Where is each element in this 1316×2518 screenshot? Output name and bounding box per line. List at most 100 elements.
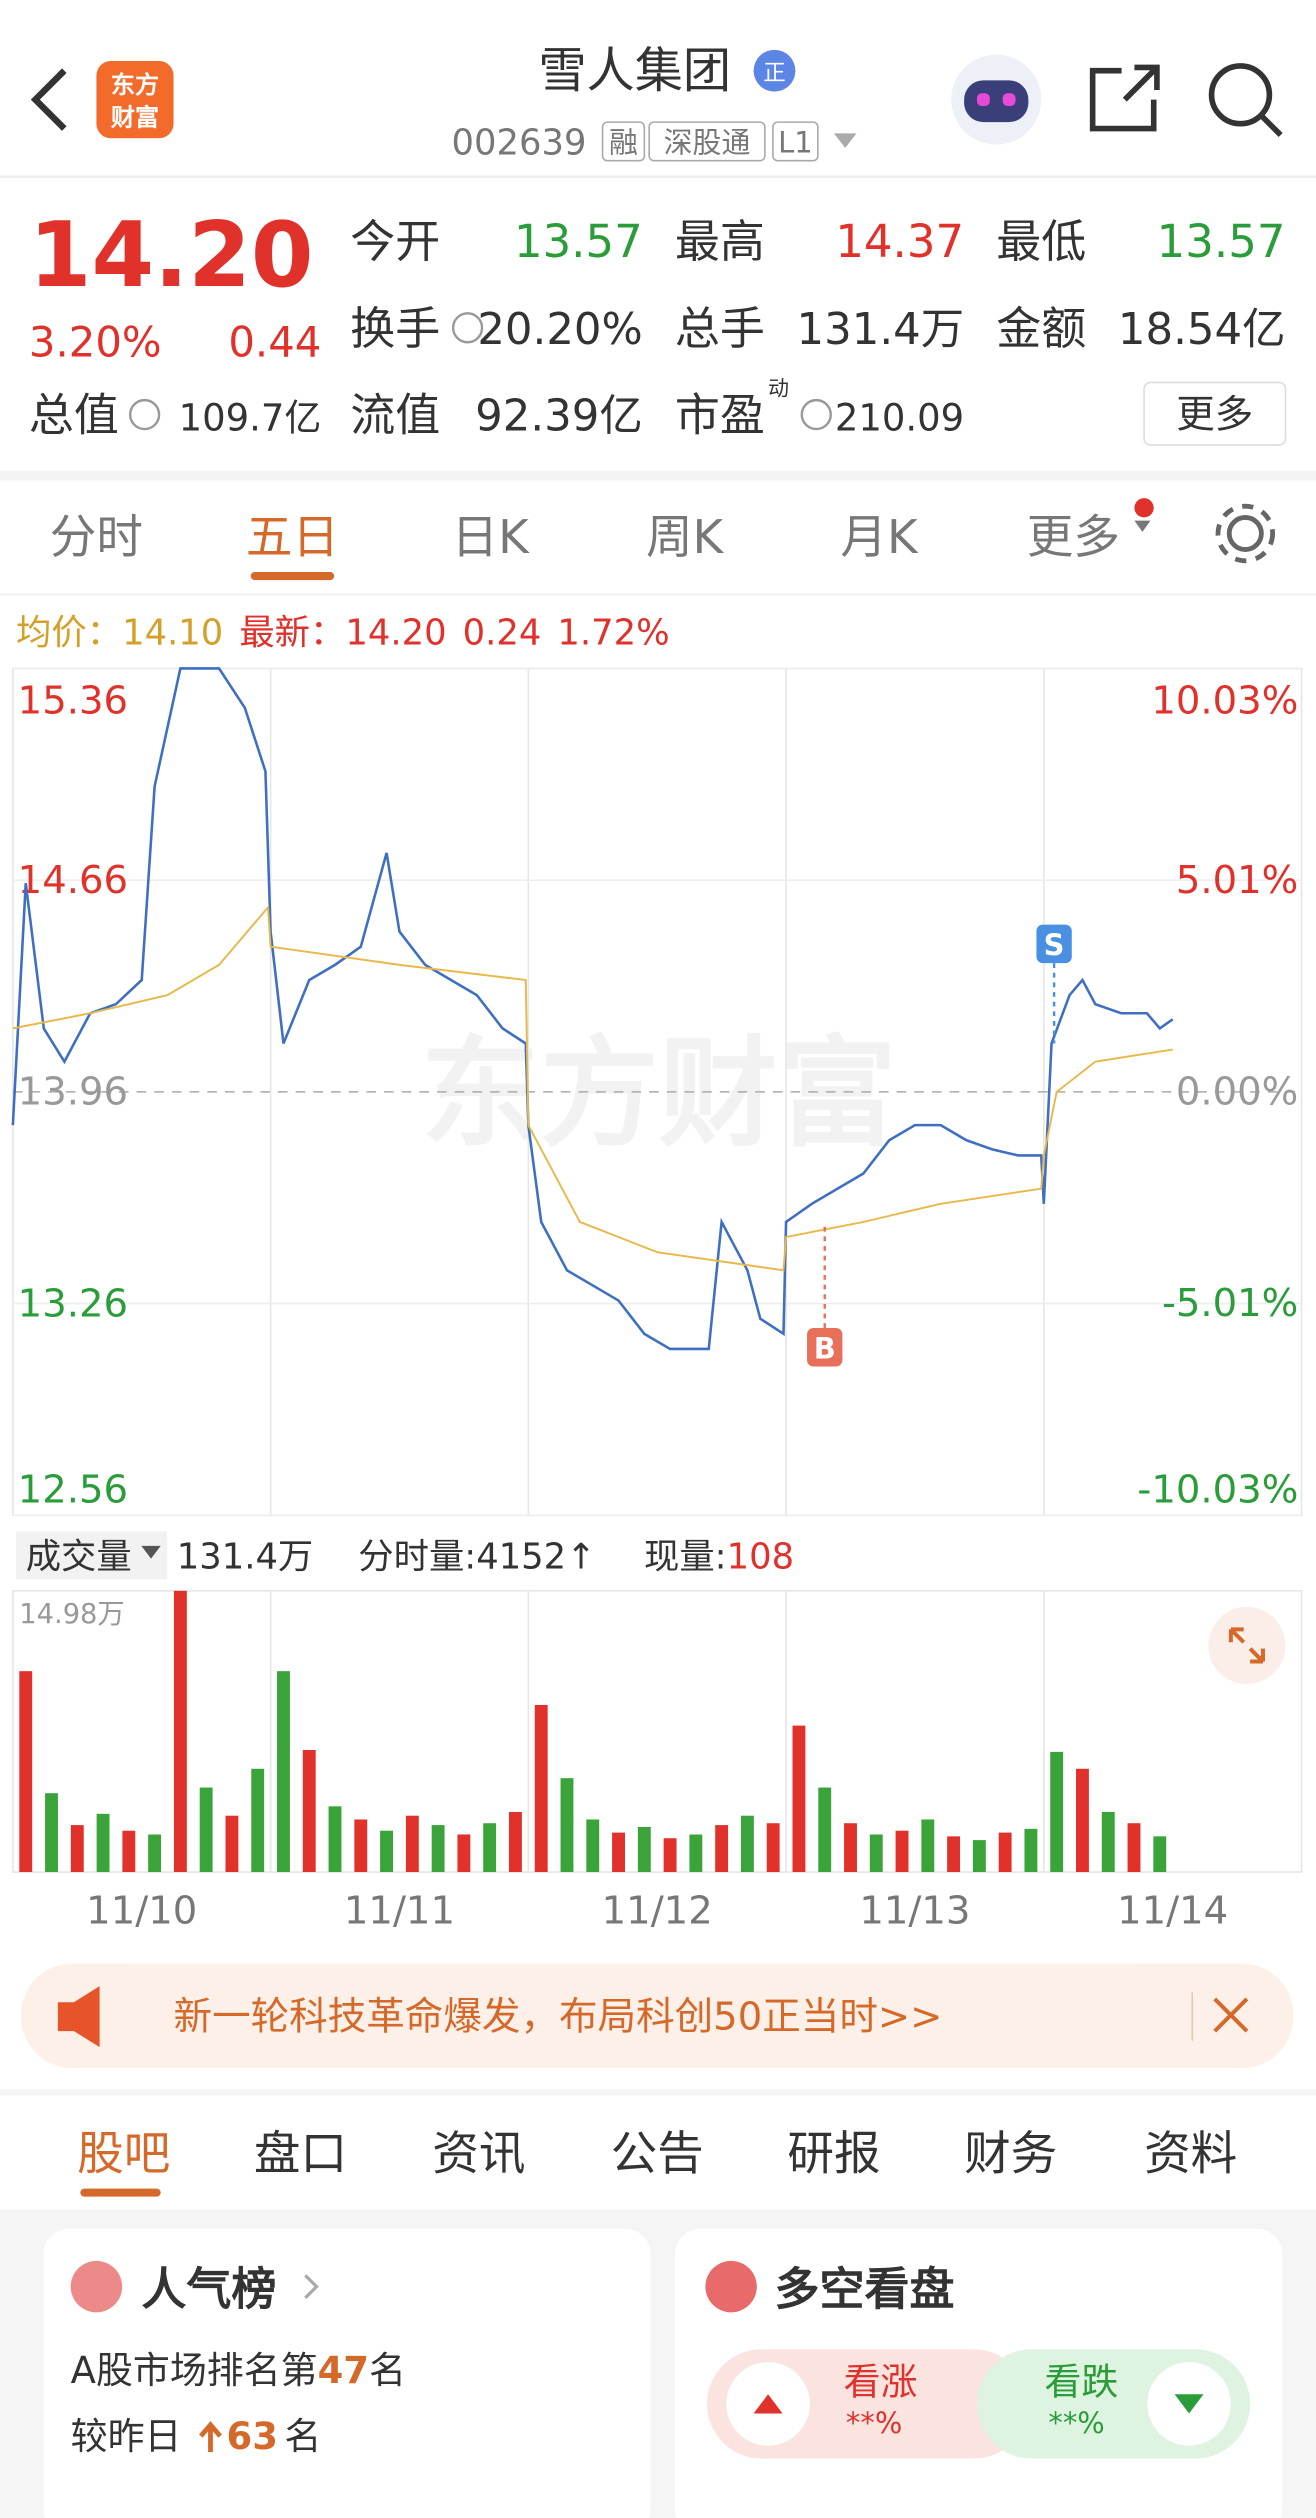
y-tick-label: 13.26 (18, 1281, 128, 1326)
tab-underline (250, 572, 335, 581)
tab[interactable]: 财务 (964, 2126, 1057, 2180)
rank-line: A股市场排名第47名 (71, 2349, 406, 2392)
indicator-name[interactable]: 成交量 (26, 1536, 132, 1577)
dropdown-arrow[interactable] (833, 133, 857, 148)
tab-active[interactable]: 股吧 (77, 2126, 170, 2180)
volume-bar (1024, 1828, 1038, 1873)
trade-marker-label: S (1044, 928, 1065, 962)
tag-text: 融 (609, 126, 638, 160)
volume-bar (740, 1815, 754, 1873)
banner-text[interactable]: 新一轮科技革命爆发，布局科创50正当时>> (174, 1995, 943, 2040)
tab[interactable]: 分时 (50, 510, 143, 564)
volume-bar (1153, 1836, 1167, 1873)
field-label: 最低 (996, 215, 1086, 268)
tab-arrow (1134, 520, 1151, 532)
megaphone-icon (57, 1986, 100, 2048)
rank-change: 63 (227, 2415, 278, 2458)
stock-name: 雪人集团 (538, 43, 731, 99)
volume-chart: 14.98万 11/10 11/11 11/12 11/13 11/14 (19, 1590, 1228, 1933)
volume-bar (199, 1787, 213, 1873)
notice-dot (1134, 498, 1154, 518)
info-icon[interactable] (128, 398, 161, 431)
field-label: 市盈 (675, 389, 765, 442)
x-tick-label: 11/14 (1117, 1888, 1228, 1933)
bear-label[interactable]: 看跌 (1044, 2360, 1118, 2403)
volume-header: 131.4万 分时量:4152↑ 现量:108 (177, 1536, 794, 1577)
volume-bar (302, 1750, 316, 1873)
volume-bar (612, 1832, 625, 1873)
tab[interactable]: 月K (840, 510, 919, 564)
volume-bar (251, 1768, 265, 1873)
latest-value: 14.20 (345, 612, 446, 653)
search-icon[interactable] (1208, 63, 1273, 127)
volume-bar (380, 1830, 394, 1873)
more-button[interactable] (1143, 381, 1287, 446)
volume-bar (947, 1836, 961, 1873)
info-row: 均价：14.10 最新：14.20 0.24 1.72% (16, 612, 670, 653)
volume-bar (998, 1832, 1012, 1873)
chevron (304, 2274, 319, 2299)
popularity-card[interactable] (43, 2228, 651, 2518)
field-label: 总手 (675, 302, 765, 355)
tick-volume-label: 分时量: (358, 1536, 476, 1577)
tab[interactable]: 更多 (1027, 510, 1120, 564)
volume-bar (972, 1840, 986, 1873)
up-arrow (199, 2421, 222, 2453)
volume-bar (45, 1793, 58, 1873)
share-icon[interactable] (1089, 64, 1160, 132)
x-tick-label: 11/12 (602, 1888, 713, 1933)
tab[interactable]: 资料 (1144, 2126, 1237, 2180)
field-value: 109.7亿 (179, 397, 322, 440)
bull-label[interactable]: 看涨 (844, 2360, 918, 2403)
change: 0.44 (228, 318, 321, 367)
divider (0, 470, 1316, 481)
tab[interactable]: 资讯 (432, 2126, 525, 2180)
y-tick-label: 13.96 (18, 1070, 128, 1115)
settings-icon[interactable] (1226, 515, 1264, 552)
price-line (11, 667, 1174, 1351)
close-banner[interactable] (1213, 1997, 1249, 2033)
y-tick-label: 14.66 (18, 858, 128, 903)
tick-volume: 4152↑ (476, 1536, 596, 1577)
expand-button[interactable] (1208, 1606, 1286, 1685)
field-value: 20.20% (477, 305, 642, 355)
volume-bar (148, 1834, 162, 1873)
field-value: 210.09 (835, 397, 964, 440)
volume-bar (715, 1825, 729, 1873)
avatar-face (964, 80, 1029, 123)
field-value: 13.57 (1157, 215, 1286, 268)
volume-bar (328, 1806, 342, 1873)
field-value: 92.39亿 (475, 392, 643, 442)
card-title: 人气榜 (141, 2262, 276, 2315)
rank-suffix: 名 (369, 2349, 406, 2392)
volume-bar (277, 1671, 290, 1873)
tab[interactable]: 公告 (611, 2126, 704, 2180)
more-button-text[interactable]: 更多 (1176, 392, 1253, 437)
indicator-selector[interactable] (16, 1531, 168, 1580)
y2-tick-label: 0.00% (1176, 1070, 1298, 1115)
field-label: 最高 (675, 215, 765, 268)
tab-active[interactable]: 五日 (246, 510, 339, 564)
volume-bar (1101, 1811, 1115, 1873)
y2-tick-label: 5.01% (1176, 858, 1298, 903)
tab[interactable]: 盘口 (254, 2126, 347, 2180)
search-handle (1259, 113, 1283, 137)
trade-marker-label: B (814, 1332, 836, 1366)
volume-bar (483, 1823, 497, 1873)
info-icon[interactable] (451, 312, 484, 344)
tab[interactable]: 研报 (787, 2126, 880, 2180)
expand-icon (1228, 1627, 1265, 1664)
tag (772, 121, 819, 162)
change-pct: 3.20% (29, 318, 162, 367)
banner[interactable] (20, 1963, 1294, 2069)
x-tick-label: 11/10 (86, 1888, 197, 1933)
x-tick-label: 11/13 (859, 1888, 970, 1933)
info-icon[interactable] (800, 398, 832, 431)
tab[interactable]: 日K (452, 510, 531, 564)
logo[interactable] (96, 61, 174, 139)
tab[interactable]: 周K (646, 510, 725, 564)
volume-bar (637, 1826, 651, 1873)
volume-bar (457, 1834, 471, 1873)
back-button[interactable] (30, 68, 67, 131)
